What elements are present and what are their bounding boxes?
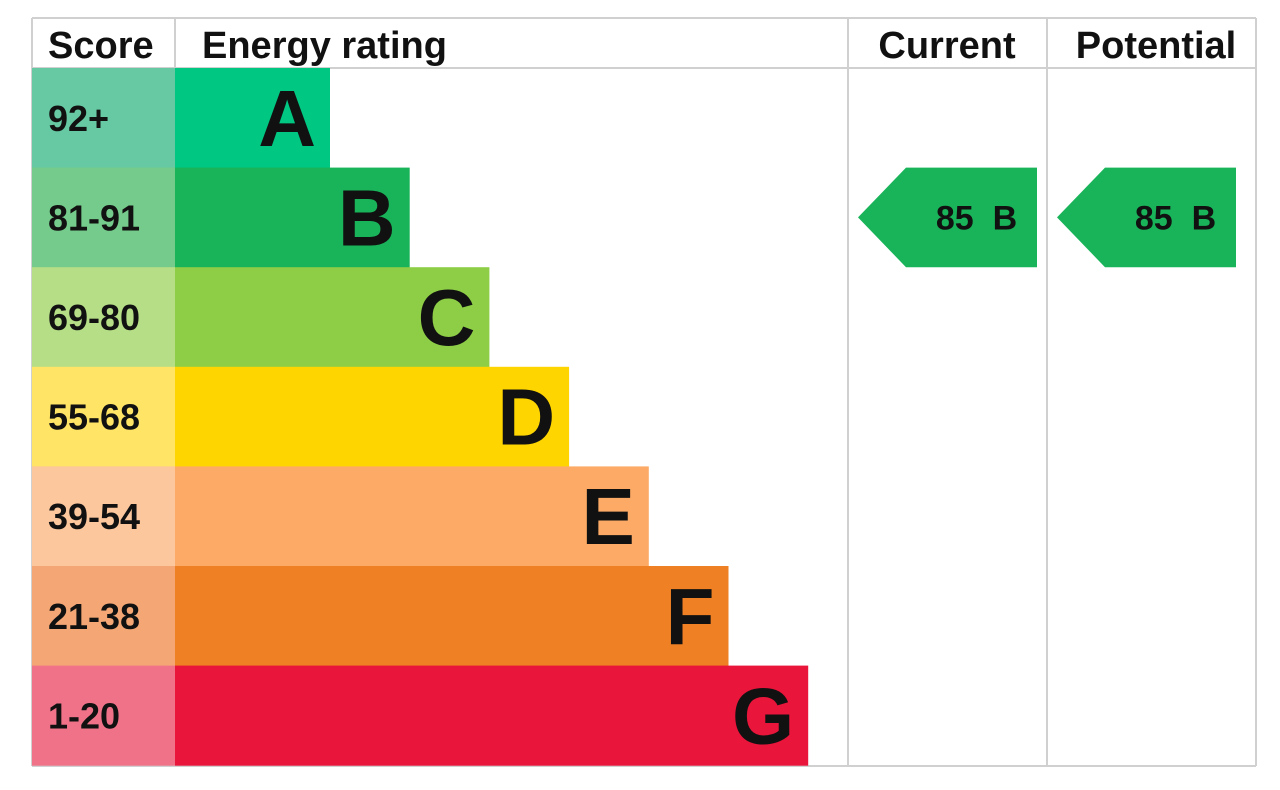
- band-bar-B: [175, 167, 410, 268]
- score-cell-B: [32, 167, 175, 268]
- header-potential: Potential: [1076, 25, 1236, 67]
- band-letter-A: A: [258, 74, 316, 163]
- score-cell-C: [32, 267, 175, 368]
- score-range-G: 1-20: [48, 695, 120, 736]
- score-cell-A: [32, 68, 175, 169]
- band-letter-F: F: [666, 572, 715, 661]
- score-cell-F: [32, 566, 175, 667]
- score-range-D: 55-68: [48, 397, 140, 438]
- band-bar-A: [175, 68, 330, 169]
- header-current: Current: [878, 25, 1016, 67]
- band-bar-G: [175, 665, 809, 766]
- band-bar-E: [175, 466, 649, 567]
- score-range-C: 69-80: [48, 297, 140, 338]
- score-cell-G: [32, 665, 175, 766]
- current-rating-label: 85 B: [936, 199, 1017, 237]
- potential-rating-label: 85 B: [1135, 199, 1216, 237]
- header-score: Score: [48, 25, 154, 67]
- score-range-E: 39-54: [48, 496, 140, 537]
- band-letter-C: C: [418, 273, 476, 362]
- score-cell-D: [32, 366, 175, 467]
- potential-arrow: [1057, 167, 1236, 268]
- score-range-B: 81-91: [48, 197, 140, 238]
- score-range-A: 92+: [48, 98, 109, 139]
- band-letter-G: G: [732, 671, 794, 760]
- band-letter-B: B: [338, 173, 396, 262]
- band-letter-D: D: [497, 373, 555, 462]
- header-energy-rating: Energy rating: [202, 25, 447, 67]
- band-bar-F: [175, 566, 729, 667]
- current-arrow: [858, 167, 1037, 268]
- band-bar-C: [175, 267, 490, 368]
- band-letter-E: E: [581, 472, 634, 561]
- score-cell-E: [32, 466, 175, 567]
- band-bar-D: [175, 366, 570, 467]
- score-range-F: 21-38: [48, 596, 140, 637]
